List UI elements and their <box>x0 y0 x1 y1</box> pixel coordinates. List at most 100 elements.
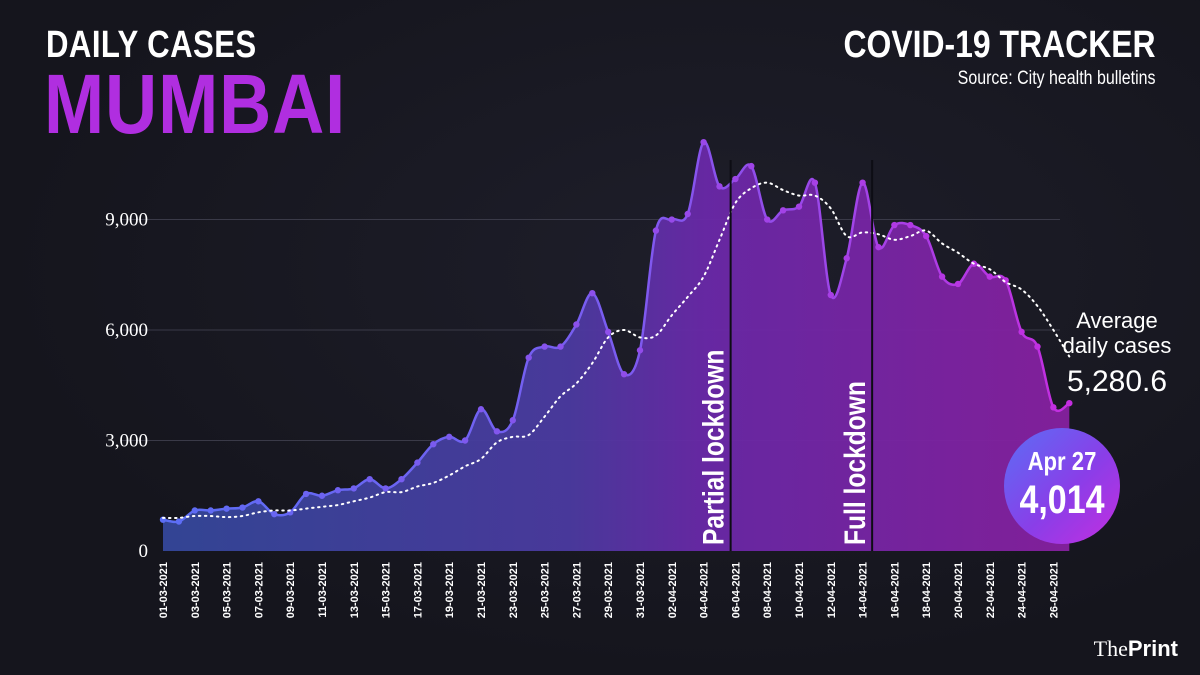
data-point <box>366 475 373 483</box>
daily-cases-points <box>159 138 1073 525</box>
data-point <box>779 207 787 214</box>
x-tick-label: 26-04-2021 <box>1048 562 1060 618</box>
brand-logo: ThePrint <box>1094 636 1178 662</box>
x-tick-label: 27-03-2021 <box>571 562 583 618</box>
data-point <box>509 417 516 424</box>
x-tick-label: 23-03-2021 <box>508 562 520 618</box>
x-tick-label: 19-03-2021 <box>444 562 456 618</box>
data-point <box>1066 399 1073 407</box>
y-tick-label: 6,000 <box>105 320 148 341</box>
partial-lockdown-label: Partial lockdown <box>696 350 730 545</box>
x-tick-label: 08-04-2021 <box>762 562 774 618</box>
x-tick-label: 11-03-2021 <box>317 562 329 618</box>
data-point <box>907 221 914 229</box>
data-point <box>541 343 548 350</box>
data-point <box>875 243 882 251</box>
data-point <box>923 232 930 240</box>
x-tick-label: 04-04-2021 <box>699 562 711 618</box>
data-point <box>986 273 993 280</box>
data-point <box>938 273 946 280</box>
x-tick-label: 13-03-2021 <box>349 562 361 618</box>
average-value: 5,280.6 <box>1067 365 1167 398</box>
data-point <box>684 210 691 218</box>
brand-prefix: The <box>1093 636 1128 661</box>
x-tick-label: 02-04-2021 <box>667 562 679 618</box>
data-point <box>318 492 326 499</box>
y-axis-ticks: 0 3,000 6,000 9,000 <box>105 210 148 562</box>
data-point <box>668 216 675 223</box>
data-point <box>795 203 803 210</box>
x-tick-label: 17-03-2021 <box>412 562 424 618</box>
data-point <box>271 510 278 518</box>
x-tick-label: 01-03-2021 <box>158 562 170 618</box>
data-point <box>255 498 262 505</box>
x-tick-label: 18-04-2021 <box>921 562 933 618</box>
x-tick-label: 21-03-2021 <box>476 562 488 618</box>
data-point <box>239 504 246 511</box>
data-point <box>700 138 707 146</box>
data-point <box>302 490 310 498</box>
chart-title: MUMBAI <box>44 57 347 151</box>
x-tick-label: 06-04-2021 <box>730 562 742 618</box>
data-point <box>652 227 660 234</box>
data-point <box>954 280 962 288</box>
data-point <box>827 291 834 299</box>
data-point <box>636 347 644 354</box>
data-point <box>557 343 564 350</box>
data-point <box>811 179 819 186</box>
y-tick-label: 3,000 <box>105 431 148 452</box>
data-point <box>223 505 230 512</box>
data-point <box>477 406 485 413</box>
x-tick-label: 09-03-2021 <box>285 562 297 618</box>
data-point <box>207 507 214 514</box>
x-axis-ticks: 01-03-2021 03-03-2021 05-03-2021 07-03-2021… <box>158 562 1060 618</box>
callout-date: Apr 27 <box>1027 446 1097 476</box>
data-point <box>605 328 612 336</box>
data-point <box>1018 328 1025 336</box>
data-point <box>716 183 723 190</box>
data-point <box>191 507 198 514</box>
latest-value-callout: Apr 27 4,014 <box>1004 428 1120 544</box>
data-point <box>1050 404 1057 411</box>
x-tick-label: 16-04-2021 <box>889 562 901 618</box>
x-tick-label: 29-03-2021 <box>603 562 615 618</box>
data-point <box>175 518 183 525</box>
data-point <box>1034 343 1041 350</box>
x-tick-label: 31-03-2021 <box>635 562 647 618</box>
average-label-line2: daily cases <box>1063 333 1172 358</box>
x-tick-label: 05-03-2021 <box>222 562 234 618</box>
source-note: Source: City health bulletins <box>958 68 1156 89</box>
data-point <box>589 289 596 297</box>
data-point <box>398 475 405 483</box>
data-point <box>732 175 739 183</box>
x-tick-label: 22-04-2021 <box>985 562 997 618</box>
tracker-title: COVID-19 TRACKER <box>843 24 1156 66</box>
data-point <box>891 221 898 229</box>
data-point <box>859 179 866 186</box>
x-tick-label: 12-04-2021 <box>826 562 838 618</box>
data-point <box>620 371 628 378</box>
data-point <box>764 216 771 223</box>
x-tick-label: 15-03-2021 <box>381 562 393 618</box>
data-point <box>748 162 755 170</box>
data-point <box>461 437 469 444</box>
x-tick-label: 14-04-2021 <box>858 562 870 618</box>
x-tick-label: 24-04-2021 <box>1017 562 1029 618</box>
y-tick-label: 9,000 <box>105 210 148 231</box>
data-point <box>446 433 453 441</box>
full-lockdown-label: Full lockdown <box>838 381 872 545</box>
chart-subtitle: DAILY CASES <box>46 24 257 66</box>
data-point <box>525 354 532 361</box>
data-point <box>414 459 421 466</box>
data-point <box>382 485 389 492</box>
data-point <box>493 428 501 435</box>
data-point <box>843 255 850 262</box>
callout-value: 4,014 <box>1019 478 1105 522</box>
brand-name: Print <box>1127 636 1178 661</box>
data-point <box>430 440 437 448</box>
x-tick-label: 03-03-2021 <box>190 562 202 618</box>
data-point <box>334 487 342 494</box>
x-tick-label: 10-04-2021 <box>794 562 806 618</box>
data-point <box>350 485 357 492</box>
